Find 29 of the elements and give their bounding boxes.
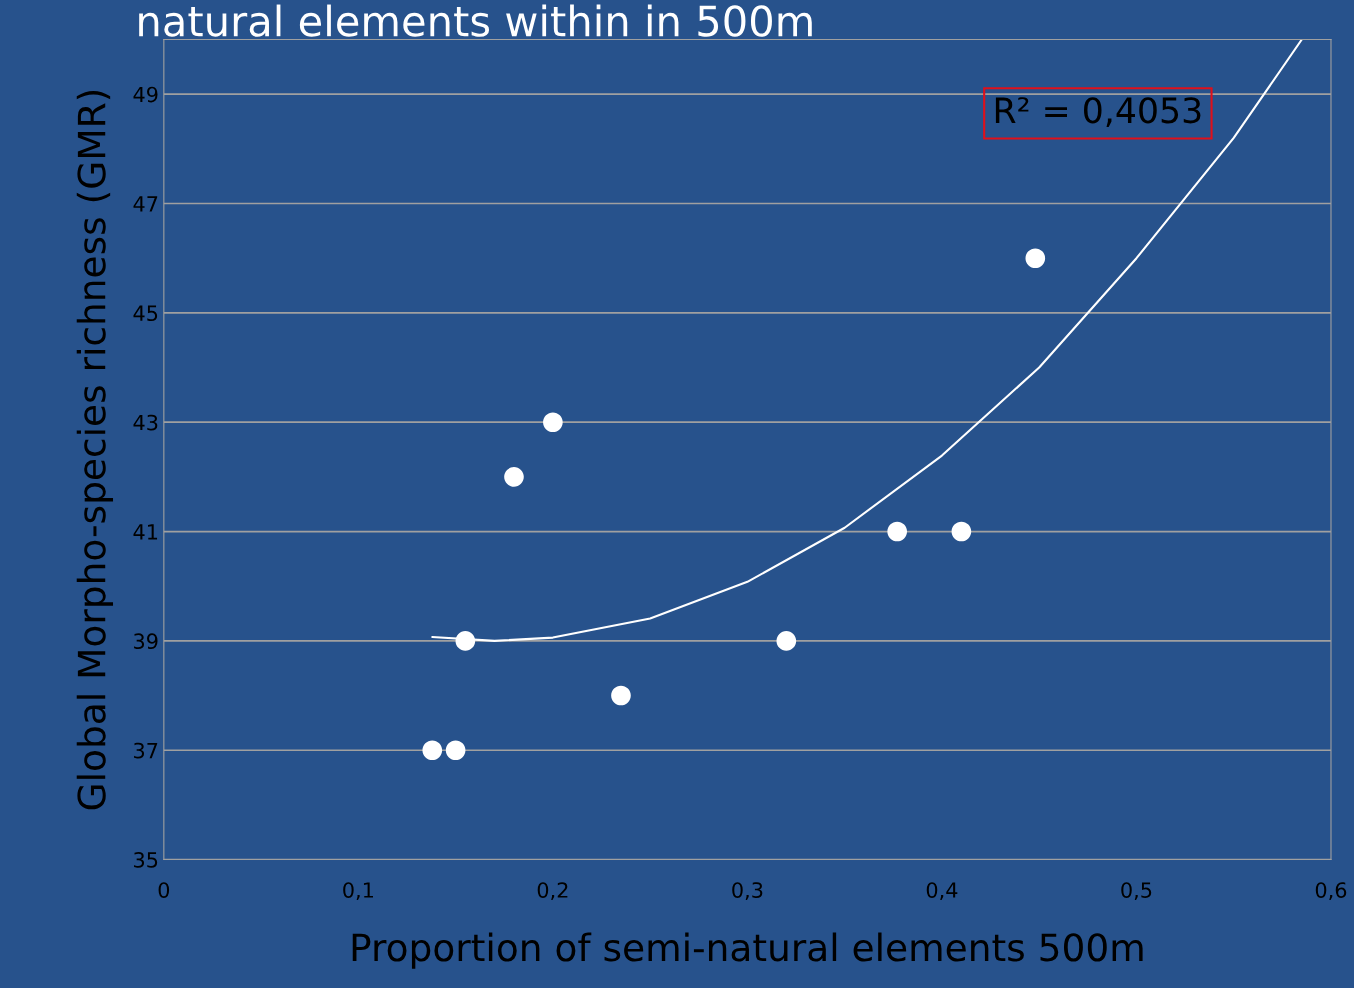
annotation: R² = 0,4053: [995, 97, 1201, 127]
y-tick-label: 47: [133, 196, 158, 212]
x-axis-title: Proportion of semi-natural elements 500m: [352, 932, 1143, 969]
point: [951, 521, 972, 542]
point: [504, 467, 524, 487]
point: [887, 521, 908, 542]
x-tick-label: 0,5: [1121, 882, 1152, 901]
x-tick-label: 0,2: [537, 882, 568, 901]
y-tick-label: 49: [133, 86, 158, 103]
point: [776, 631, 797, 651]
point: [611, 685, 631, 706]
x-tick-label: 0,1: [343, 882, 373, 901]
point: [445, 740, 466, 761]
x-tick-label: 0,4: [926, 882, 958, 901]
point: [1025, 248, 1046, 269]
y-tick-label: 39: [134, 633, 158, 650]
x-tick-label: 0: [158, 882, 170, 898]
y-tick-label: 35: [134, 852, 158, 868]
point: [422, 740, 443, 761]
x-tick-label: 0,3: [732, 882, 763, 901]
point: [543, 412, 563, 433]
y-tick-label: 41: [133, 524, 158, 540]
point: [455, 631, 476, 651]
y-tick-label: 43: [133, 414, 158, 431]
x-tick-label: 0,6: [1315, 882, 1347, 901]
y-tick-label: 37: [134, 742, 158, 759]
chart-title: natural elements within in 500m: [139, 4, 812, 37]
y-axis-title: Global Morpho-species richness (GMR): [76, 90, 114, 810]
y-tick-label: 45: [133, 305, 158, 322]
